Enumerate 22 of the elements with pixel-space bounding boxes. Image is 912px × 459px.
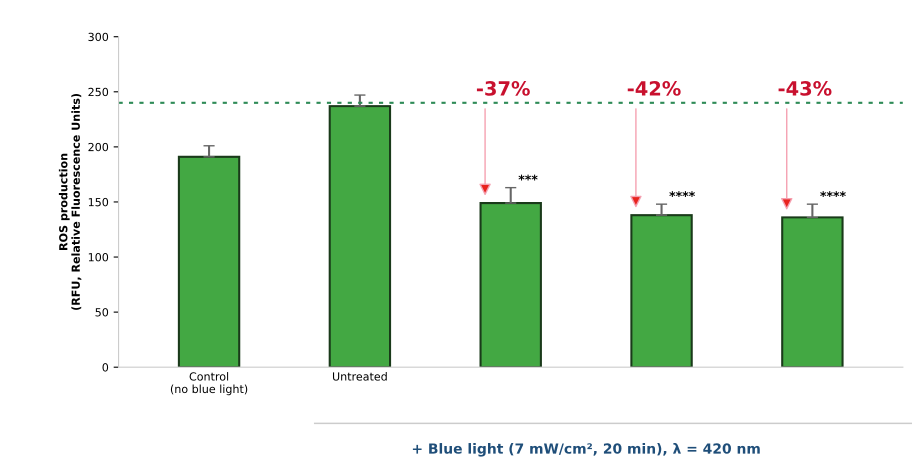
annotation: **** [820, 191, 846, 197]
bar [178, 156, 240, 368]
bar [328, 105, 392, 368]
y-tick-label: 300 [88, 32, 108, 42]
y-tick-label: 200 [88, 142, 108, 152]
y-tick-label: 100 [88, 253, 108, 262]
x-tick-label: Control (no blue light) [170, 372, 248, 396]
y-tick-label: 250 [88, 88, 108, 96]
annotation: **** [669, 191, 695, 197]
annotation: -42% [628, 81, 681, 96]
bar [480, 202, 542, 368]
bar [781, 216, 844, 368]
y-tick-label: 150 [88, 198, 108, 206]
annotation: -37% [476, 81, 530, 96]
y-axis-title: ROS production (RFU, Relative Fluorescence Units) [58, 94, 82, 310]
annotation: *** [518, 174, 538, 180]
x-tick-label: Untreated [332, 372, 387, 381]
y-tick-label: 50 [96, 308, 108, 316]
bar [630, 214, 693, 368]
text: + Blue light (7 mW/cm², 20 min), λ = 420 nm [412, 443, 760, 457]
annotation: -43% [778, 81, 832, 96]
y-tick-label: 0 [102, 363, 108, 372]
